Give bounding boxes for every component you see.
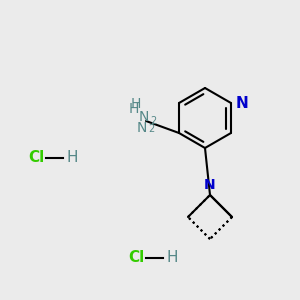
Text: H: H [131,97,141,111]
Text: Cl: Cl [128,250,144,266]
Text: 2: 2 [148,124,154,134]
Text: 2: 2 [150,116,156,126]
Text: N: N [139,110,149,124]
Text: H: H [167,250,178,266]
Text: N: N [204,178,216,192]
Text: N: N [236,95,249,110]
Text: Cl: Cl [28,151,44,166]
Text: N: N [137,121,147,135]
Text: H: H [129,102,139,116]
Text: H: H [67,151,79,166]
